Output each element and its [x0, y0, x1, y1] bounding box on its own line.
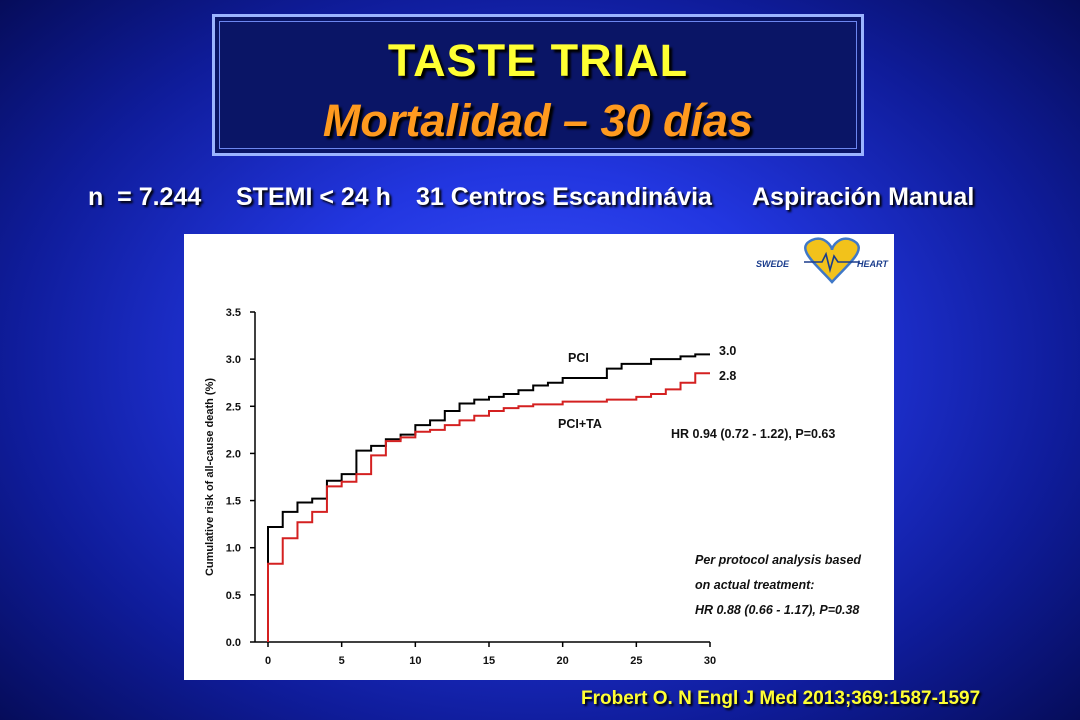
x-tick-label: 10 [409, 655, 421, 667]
info-sample-size: n = 7.244 [88, 183, 202, 211]
citation: Frobert O. N Engl J Med 2013;369:1587-15… [581, 688, 981, 709]
survival-chart: SWEDE HEART 0.0 0.5 1.0 1.5 2.0 2.5 3.0 3.5 0 5 1… [204, 237, 889, 667]
x-tick-label: 25 [630, 655, 642, 667]
series-label-pci: PCI [568, 351, 589, 365]
series-label-pci-ta: PCI+TA [558, 417, 602, 431]
study-info: n = 7.244 STEMI < 24 h 31 Centros Escand… [0, 183, 1080, 328]
x-tick-label: 20 [557, 655, 569, 667]
end-label-pci-ta: 2.8 [719, 369, 736, 383]
y-tick-label: 0.0 [226, 637, 241, 649]
y-tick-label: 2.5 [226, 401, 241, 413]
y-axis-label: Cumulative risk of all-cause death (%) [204, 378, 216, 576]
info-centers: 31 Centros Escandinávia [416, 183, 712, 211]
logo-text-left: SWEDE [756, 259, 790, 269]
annotation-pp-line1: Per protocol analysis based [695, 553, 861, 567]
y-tick-label: 1.0 [226, 543, 241, 555]
x-tick-label: 30 [704, 655, 716, 667]
end-label-pci: 3.0 [719, 344, 736, 358]
series-line-pci-ta [267, 372, 710, 642]
y-tick-label: 1.5 [226, 496, 241, 508]
annotation-pp-line3: HR 0.88 (0.66 - 1.17), P=0.38 [695, 603, 859, 617]
x-tick-label: 0 [265, 655, 271, 667]
y-tick-label: 3.0 [226, 354, 241, 366]
logo-text-right: HEART [857, 259, 889, 269]
x-tick-label: 5 [339, 655, 345, 667]
x-tick-label: 15 [483, 655, 495, 667]
series-line-pci [267, 353, 710, 642]
info-aspiration: Aspiración Manual [752, 183, 975, 211]
slide-title: TASTE TRIAL [387, 35, 689, 86]
y-tick-label: 3.5 [226, 307, 241, 319]
chart-figure: SWEDE HEART 0.0 0.5 1.0 1.5 2.0 2.5 3.0 3.5 0 5 1… [184, 234, 894, 680]
swedeheart-logo: SWEDE HEART [756, 237, 889, 284]
title-box: TASTE TRIAL Mortalidad – 30 días [212, 14, 864, 156]
y-tick-label: 0.5 [226, 590, 241, 602]
y-tick-label: 2.0 [226, 448, 241, 460]
annotation-pp-line2: on actual treatment: [695, 578, 814, 592]
slide-subtitle: Mortalidad – 30 días [322, 95, 754, 146]
info-stemi: STEMI < 24 h [236, 183, 391, 211]
annotation-hr-itt: HR 0.94 (0.72 - 1.22), P=0.63 [671, 427, 835, 441]
